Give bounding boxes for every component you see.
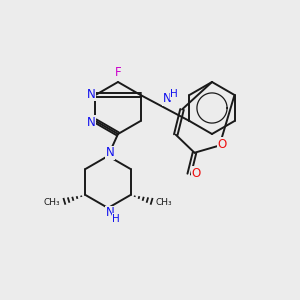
Text: CH₃: CH₃ (156, 198, 172, 207)
Text: F: F (115, 67, 121, 80)
Text: CH₃: CH₃ (44, 198, 60, 207)
Text: N: N (163, 92, 171, 106)
Text: H: H (170, 89, 178, 99)
Text: N: N (106, 146, 114, 160)
Text: N: N (106, 206, 114, 220)
Text: N: N (87, 88, 96, 100)
Text: N: N (87, 116, 96, 128)
Text: H: H (112, 214, 120, 224)
Text: O: O (218, 138, 227, 151)
Text: O: O (192, 167, 201, 180)
